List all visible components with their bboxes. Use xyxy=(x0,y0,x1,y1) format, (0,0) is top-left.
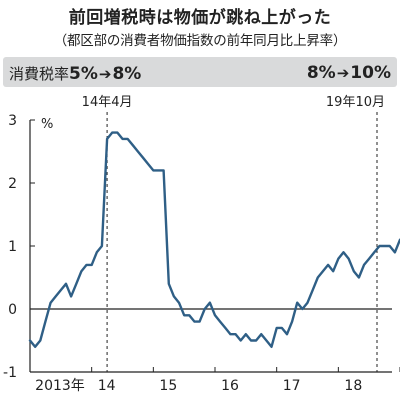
y-tick-label: 0 xyxy=(8,302,17,318)
rate-after-2019: 10% xyxy=(350,63,391,83)
y-tick-label: 2 xyxy=(8,176,17,192)
event-label: 14年4月 xyxy=(82,95,133,110)
event-markers xyxy=(106,112,378,372)
event-label: 19年10月 xyxy=(326,95,385,110)
y-unit-label: % xyxy=(41,117,53,132)
tax-rate-change-2019: 8%➔10% xyxy=(307,63,391,83)
chart-series xyxy=(28,131,400,348)
tax-rate-label: 消費税率 xyxy=(9,65,70,83)
chart-axes xyxy=(29,119,400,373)
x-tick-label: 2013年 xyxy=(35,378,85,394)
x-tick-label: 18 xyxy=(344,378,362,394)
rate-before-2019: 8% xyxy=(306,63,336,83)
rate-before-2014: 5% xyxy=(69,64,98,84)
series-line xyxy=(28,131,400,348)
chart-title: 前回増税時は物価が跳ね上がった xyxy=(68,8,332,28)
rate-after-2014: 8% xyxy=(112,64,142,84)
tax-rate-band: 消費税率5%➔8% 8%➔10% xyxy=(3,57,397,87)
chart-subtitle: （都区部の消費者物価指数の前年同月比上昇率） xyxy=(53,33,347,49)
y-tick-label: 1 xyxy=(8,239,17,255)
arrow-right-icon: ➔ xyxy=(336,64,350,82)
y-tick-label: 3 xyxy=(8,113,17,129)
x-tick-label: 17 xyxy=(283,378,301,394)
x-tick-label: 16 xyxy=(221,378,239,394)
y-tick-label: -1 xyxy=(3,365,17,381)
x-tick-label: 14 xyxy=(98,378,116,394)
x-tick-label: 15 xyxy=(159,378,177,394)
arrow-right-icon: ➔ xyxy=(98,65,112,83)
tax-rate-change-2014: 消費税率5%➔8% xyxy=(9,63,141,84)
